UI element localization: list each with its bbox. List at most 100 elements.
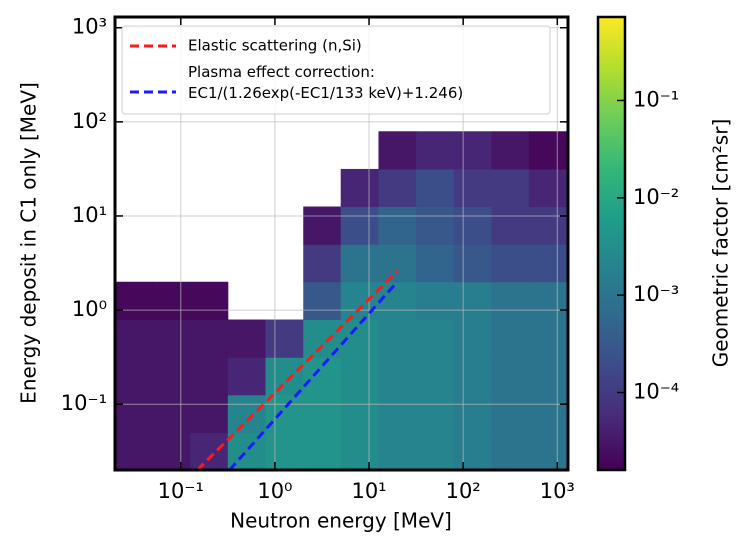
heat-cell [340, 394, 379, 434]
heat-cell [115, 432, 153, 470]
heat-cell [340, 432, 379, 470]
heat-cell [528, 244, 568, 283]
heat-cell [528, 206, 568, 245]
heat-cell [378, 319, 417, 358]
heat-cell [528, 394, 568, 434]
colorbar-tick-label: 10⁻⁴ [633, 380, 679, 404]
heat-cell [528, 168, 568, 208]
heat-cell [491, 244, 530, 283]
heat-cell [528, 281, 568, 321]
heat-cell [152, 319, 191, 358]
heat-cell [378, 357, 417, 396]
heat-cell [378, 131, 417, 170]
heat-cell [491, 168, 530, 208]
heat-cell [528, 319, 568, 358]
heat-cell [491, 319, 530, 358]
heat-cell [453, 432, 492, 470]
heat-cell [416, 281, 455, 321]
heat-cell [453, 131, 492, 170]
heat-cell [340, 206, 379, 245]
heat-cell [265, 319, 304, 358]
heat-cell [340, 244, 379, 283]
heat-cell [190, 319, 229, 358]
heat-cell [265, 432, 304, 470]
heat-cell [416, 319, 455, 358]
legend-line: EC1/(1.26exp(-EC1/133 keV)+1.246) [188, 84, 463, 102]
heat-cell [528, 131, 568, 170]
heat-cell [340, 168, 379, 208]
legend-label: Plasma effect correction: EC1/(1.26exp(-E… [188, 63, 463, 102]
heat-cell [303, 357, 342, 396]
x-tick-label: 10² [446, 479, 481, 503]
heat-cell [416, 432, 455, 470]
heat-cell [453, 281, 492, 321]
heat-cell [453, 168, 492, 208]
heat-cell [115, 357, 153, 396]
heat-cell [378, 168, 417, 208]
heat-cell [340, 357, 379, 396]
heat-cell [416, 131, 455, 170]
heat-cell [491, 394, 530, 434]
heat-cell [190, 432, 229, 470]
colorbar-tick-label: 10⁻³ [633, 282, 679, 306]
heat-cell [491, 281, 530, 321]
heat-cell [453, 206, 492, 245]
plot-frame [113, 15, 570, 472]
heat-cell [416, 206, 455, 245]
heat-cell [453, 394, 492, 434]
heat-cell [152, 432, 191, 470]
heat-cell [416, 168, 455, 208]
heat-cell [340, 281, 379, 321]
y-axis-label: Energy deposit in C1 only [MeV] [17, 82, 41, 404]
heat-cell [378, 281, 417, 321]
heat-cell [303, 281, 342, 321]
heat-cell [190, 394, 229, 434]
heat-cell [453, 357, 492, 396]
heat-cell [453, 319, 492, 358]
y-tick-label: 10¹ [72, 203, 107, 227]
colorbar [596, 15, 627, 472]
heat-cell [115, 394, 153, 434]
heat-cell [303, 206, 342, 245]
x-tick-label: 10⁰ [257, 479, 292, 503]
line-series [228, 280, 399, 471]
heat-cell [416, 244, 455, 283]
heat-cell [416, 394, 455, 434]
heat-cell [152, 357, 191, 396]
x-axis-label: Neutron energy [MeV] [230, 509, 452, 533]
y-tick-label: 10³ [72, 15, 107, 39]
heat-cell [378, 244, 417, 283]
heat-cell [227, 394, 266, 434]
y-tick-label: 10⁰ [72, 297, 107, 321]
heat-cell [378, 206, 417, 245]
heat-cell [528, 432, 568, 470]
heat-cell [453, 244, 492, 283]
x-tick-label: 10¹ [351, 479, 386, 503]
heat-cell [528, 357, 568, 396]
colorbar-tick-label: 10⁻¹ [633, 87, 679, 111]
heat-cell [303, 394, 342, 434]
heat-cell [491, 131, 530, 170]
heat-cell [190, 281, 229, 321]
heat-cell [227, 357, 266, 396]
legend-box [121, 25, 551, 115]
heat-cell [303, 244, 342, 283]
heat-cell [265, 357, 304, 396]
heat-cell [491, 206, 530, 245]
legend-line: Plasma effect correction: [188, 63, 375, 81]
y-tick-label: 10⁻¹ [61, 391, 107, 415]
heat-cell [115, 319, 153, 358]
heat-cell [227, 319, 266, 358]
colorbar-tick-label: 10⁻² [633, 185, 679, 209]
heat-cell [190, 357, 229, 396]
heat-cell [378, 394, 417, 434]
heat-cell [115, 281, 153, 321]
heat-cell [303, 432, 342, 470]
legend-label: Elastic scattering (n,Si) [188, 37, 362, 55]
y-tick-label: 10² [72, 109, 107, 133]
heat-cell [152, 281, 191, 321]
heat-cell [416, 357, 455, 396]
heat-cell [491, 357, 530, 396]
line-series [196, 269, 399, 472]
